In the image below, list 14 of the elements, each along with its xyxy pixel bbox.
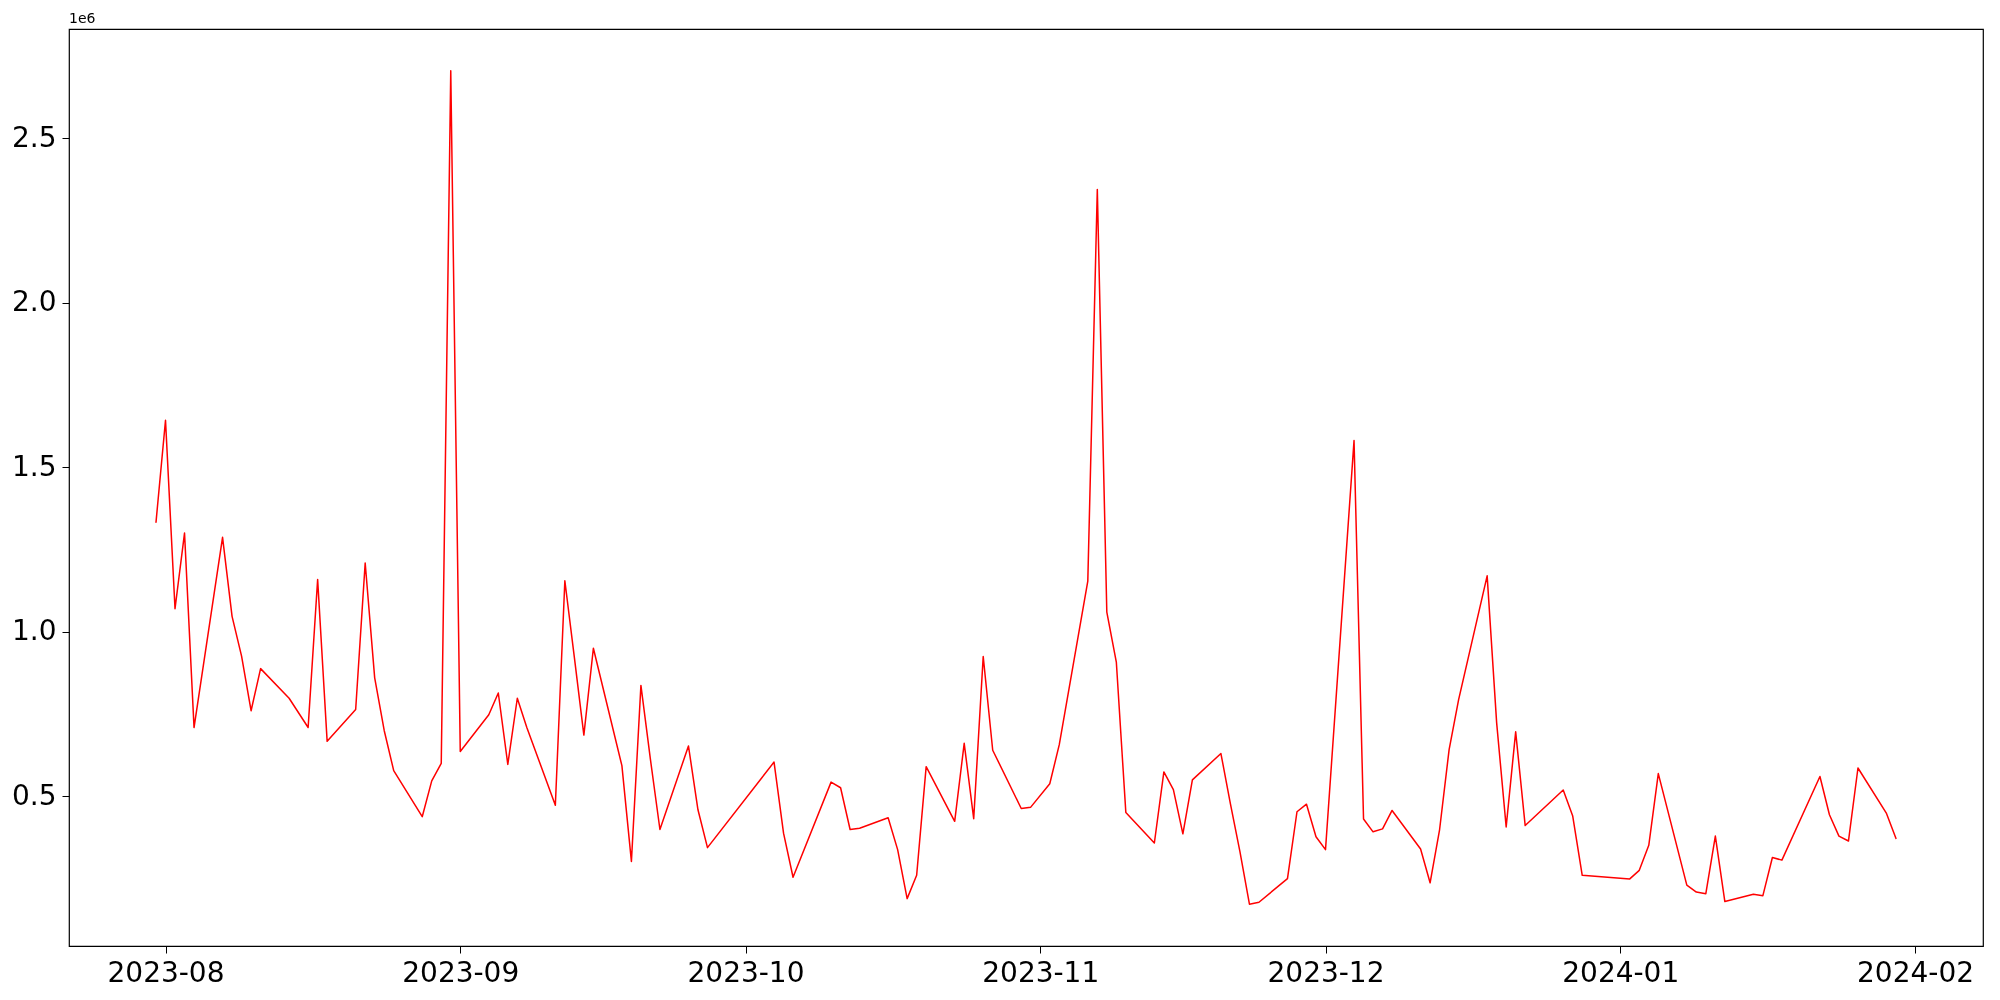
line-series	[155, 70, 1897, 905]
x-tick-label: 2024-02	[1857, 955, 1975, 989]
text: 1e6	[69, 10, 96, 26]
y-tick-label: 2.5	[11, 120, 57, 154]
x-tick-label: 2023-11	[982, 955, 1100, 989]
x-tick-label: 2023-09	[402, 955, 520, 989]
y-tick-label: 1.0	[11, 614, 57, 648]
x-tick-label: 2023-10	[687, 955, 805, 989]
y-tick-label: 1.5	[11, 449, 57, 483]
x-tick-label: 2023-12	[1267, 955, 1385, 989]
x-tick-label: 2023-08	[107, 955, 225, 989]
y-tick-label: 2.0	[11, 285, 57, 319]
y-tick-label: 0.5	[11, 778, 57, 812]
x-tick-label: 2024-01	[1562, 955, 1680, 989]
